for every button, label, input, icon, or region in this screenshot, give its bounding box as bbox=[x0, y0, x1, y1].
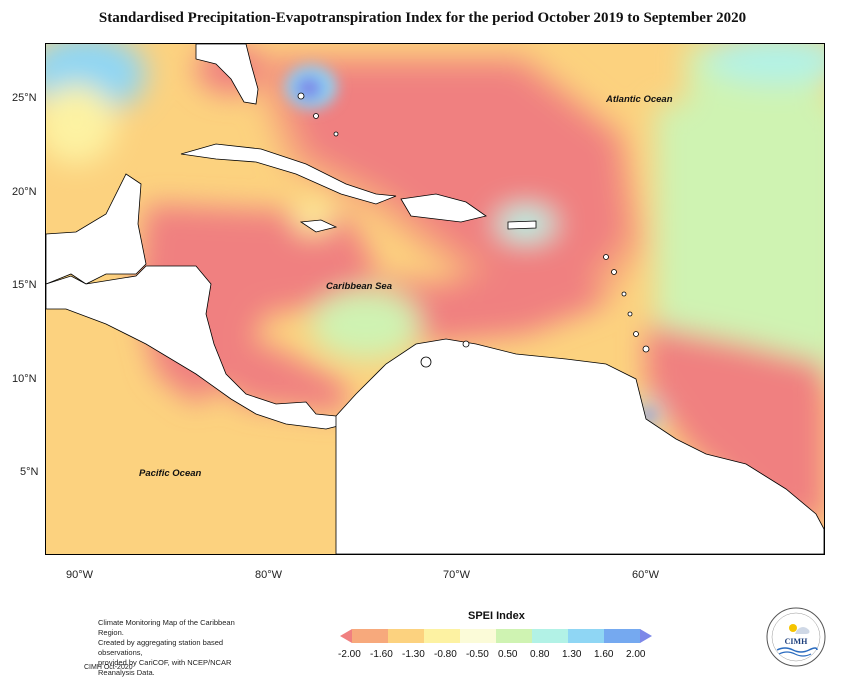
lat-tick: 20°N bbox=[12, 186, 37, 198]
atlantic-ocean-label: Atlantic Ocean bbox=[606, 94, 673, 105]
legend-label: 1.30 bbox=[562, 649, 582, 660]
legend-label: -2.00 bbox=[338, 649, 361, 660]
legend-swatch bbox=[604, 629, 641, 643]
legend-swatch bbox=[460, 629, 497, 643]
lon-tick: 60°W bbox=[632, 569, 660, 581]
footer-line: Climate Monitoring Map of the Caribbean … bbox=[98, 618, 235, 637]
cimh-logo: CIMH bbox=[766, 607, 826, 667]
map-title: Standardised Precipitation-Evapotranspir… bbox=[98, 10, 747, 26]
footer-line: Created by aggregating station based obs… bbox=[98, 638, 224, 657]
spei-field bbox=[46, 44, 824, 554]
legend-label: 1.60 bbox=[594, 649, 614, 660]
legend-label: -1.60 bbox=[370, 649, 393, 660]
caribbean-sea-label: Caribbean Sea bbox=[326, 281, 392, 292]
svg-text:CIMH: CIMH bbox=[785, 637, 808, 646]
lon-tick: 80°W bbox=[255, 569, 283, 581]
legend-label: 0.80 bbox=[530, 649, 550, 660]
legend-swatch bbox=[568, 629, 605, 643]
legend-swatch bbox=[352, 629, 389, 643]
legend-label: 2.00 bbox=[626, 649, 646, 660]
land-outlines bbox=[46, 44, 824, 554]
legend-label: -1.30 bbox=[402, 649, 425, 660]
wave-icon bbox=[776, 647, 818, 653]
lon-tick: 90°W bbox=[66, 569, 94, 581]
legend-swatch bbox=[496, 629, 533, 643]
sun-icon bbox=[789, 624, 797, 632]
legend-label: -0.50 bbox=[466, 649, 489, 660]
legend-swatch bbox=[340, 629, 352, 643]
lat-tick: 15°N bbox=[12, 279, 37, 291]
legend-title: SPEI Index bbox=[468, 610, 525, 622]
lat-tick: 5°N bbox=[20, 466, 39, 478]
legend-label: 0.50 bbox=[498, 649, 518, 660]
footer-note: Climate Monitoring Map of the Caribbean … bbox=[98, 618, 248, 678]
legend-swatch bbox=[532, 629, 569, 643]
cloud-icon bbox=[795, 627, 810, 634]
lat-tick: 10°N bbox=[12, 373, 37, 385]
legend-colorbar bbox=[340, 629, 652, 643]
legend-swatch bbox=[640, 629, 652, 643]
legend-swatch bbox=[388, 629, 425, 643]
footer-line: provided by CariCOF, with NCEP/NCAR Rean… bbox=[98, 658, 232, 677]
spei-map: Atlantic Ocean Caribbean Sea Pacific Oce… bbox=[45, 43, 825, 555]
footer-credit: CIMH Oct-2020 bbox=[84, 664, 133, 671]
legend-label: -0.80 bbox=[434, 649, 457, 660]
lon-tick: 70°W bbox=[443, 569, 471, 581]
lat-tick: 25°N bbox=[12, 92, 37, 104]
legend-swatch bbox=[424, 629, 461, 643]
pacific-ocean-label: Pacific Ocean bbox=[139, 468, 202, 479]
